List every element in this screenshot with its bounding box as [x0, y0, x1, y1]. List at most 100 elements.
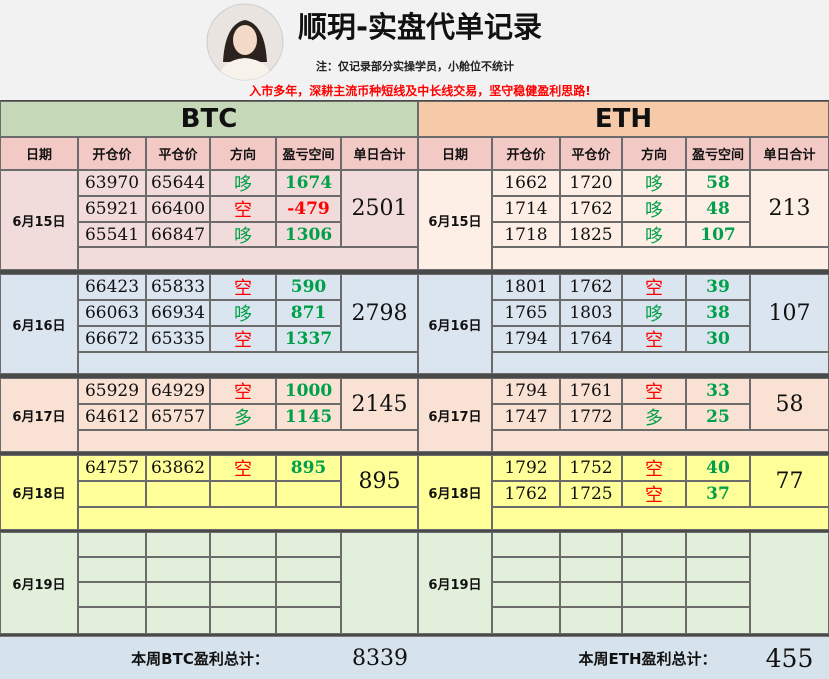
- empty-cell: [276, 532, 341, 557]
- empty-cell: [341, 532, 418, 634]
- close-price: 1761: [560, 378, 622, 404]
- open-price: 1718: [492, 222, 560, 247]
- empty-cell: [146, 607, 210, 634]
- close-price: 64929: [146, 378, 210, 404]
- footer: [0, 636, 829, 679]
- empty-cell: [276, 582, 341, 607]
- title: 顺玥-实盘代单记录: [297, 10, 543, 44]
- empty-cell: [210, 607, 276, 634]
- pnl: 39: [686, 274, 750, 300]
- weekly-label: 本周ETH盈利总计：: [578, 649, 717, 668]
- column-header: 单日合计: [341, 137, 418, 170]
- open-price: 66423: [78, 274, 146, 300]
- column-header: 开仓价: [78, 137, 146, 170]
- weekly-total: 8339: [352, 645, 408, 671]
- empty-cell: [146, 532, 210, 557]
- empty-row: [78, 352, 418, 374]
- close-price: 65335: [146, 326, 210, 352]
- empty-cell: [78, 532, 146, 557]
- empty-row: [78, 430, 418, 452]
- date-cell: 6月15日: [418, 170, 492, 270]
- direction: 哆: [210, 222, 276, 247]
- empty-cell: [210, 582, 276, 607]
- pnl: 1674: [276, 170, 341, 196]
- empty-cell: [146, 557, 210, 582]
- pnl: 871: [276, 300, 341, 326]
- column-header: 盈亏空间: [276, 137, 341, 170]
- pnl: 40: [686, 455, 750, 481]
- open-price: 63970: [78, 170, 146, 196]
- close-price: 1764: [560, 326, 622, 352]
- direction: 空: [622, 481, 686, 507]
- open-price: 64757: [78, 455, 146, 481]
- direction: 空: [622, 455, 686, 481]
- direction: 哆: [210, 300, 276, 326]
- empty-cell: [622, 532, 686, 557]
- pnl: 1306: [276, 222, 341, 247]
- empty-cell: [560, 607, 622, 634]
- empty-cell: [492, 607, 560, 634]
- open-price: 1662: [492, 170, 560, 196]
- weekly-label: 本周BTC盈利总计：: [131, 649, 269, 668]
- direction: 哆: [622, 222, 686, 247]
- direction: 空: [210, 326, 276, 352]
- date-cell: 6月18日: [0, 455, 78, 530]
- weekly-total: 455: [765, 643, 814, 673]
- open-price: 1747: [492, 404, 560, 430]
- open-price: 66063: [78, 300, 146, 326]
- direction: 空: [210, 378, 276, 404]
- pnl: 1337: [276, 326, 341, 352]
- daily-total: 107: [750, 274, 829, 352]
- empty-cell: [146, 481, 210, 507]
- section-title: ETH: [418, 101, 829, 137]
- open-price: 64612: [78, 404, 146, 430]
- direction: 空: [622, 274, 686, 300]
- pnl: 58: [686, 170, 750, 196]
- daily-total: 58: [750, 378, 829, 430]
- close-price: 1762: [560, 274, 622, 300]
- column-header: 开仓价: [492, 137, 560, 170]
- empty-cell: [78, 557, 146, 582]
- direction: 哆: [622, 300, 686, 326]
- direction: 多: [210, 404, 276, 430]
- pnl: 38: [686, 300, 750, 326]
- direction: 哆: [622, 196, 686, 222]
- column-header: 方向: [622, 137, 686, 170]
- daily-total: 213: [750, 170, 829, 247]
- empty-cell: [210, 481, 276, 507]
- direction: 哆: [622, 170, 686, 196]
- direction: 空: [622, 326, 686, 352]
- close-price: 1803: [560, 300, 622, 326]
- column-header: 平仓价: [560, 137, 622, 170]
- close-price: 66400: [146, 196, 210, 222]
- pnl: 895: [276, 455, 341, 481]
- close-price: 66934: [146, 300, 210, 326]
- direction: 空: [210, 455, 276, 481]
- date-cell: 6月18日: [418, 455, 492, 530]
- column-header: 单日合计: [750, 137, 829, 170]
- empty-cell: [622, 557, 686, 582]
- open-price: 1801: [492, 274, 560, 300]
- empty-cell: [210, 557, 276, 582]
- empty-cell: [686, 607, 750, 634]
- empty-cell: [560, 582, 622, 607]
- close-price: 65833: [146, 274, 210, 300]
- pnl: 107: [686, 222, 750, 247]
- open-price: 1792: [492, 455, 560, 481]
- open-price: 65921: [78, 196, 146, 222]
- open-price: 65541: [78, 222, 146, 247]
- empty-cell: [276, 557, 341, 582]
- empty-row: [78, 247, 418, 270]
- date-cell: 6月19日: [0, 532, 78, 634]
- column-header: 日期: [0, 137, 78, 170]
- empty-row: [492, 352, 829, 374]
- direction: 空: [622, 378, 686, 404]
- empty-cell: [276, 481, 341, 507]
- empty-row: [78, 507, 418, 530]
- avatar: [206, 3, 284, 81]
- open-price: 65929: [78, 378, 146, 404]
- empty-cell: [146, 582, 210, 607]
- empty-row: [492, 430, 829, 452]
- pnl: 48: [686, 196, 750, 222]
